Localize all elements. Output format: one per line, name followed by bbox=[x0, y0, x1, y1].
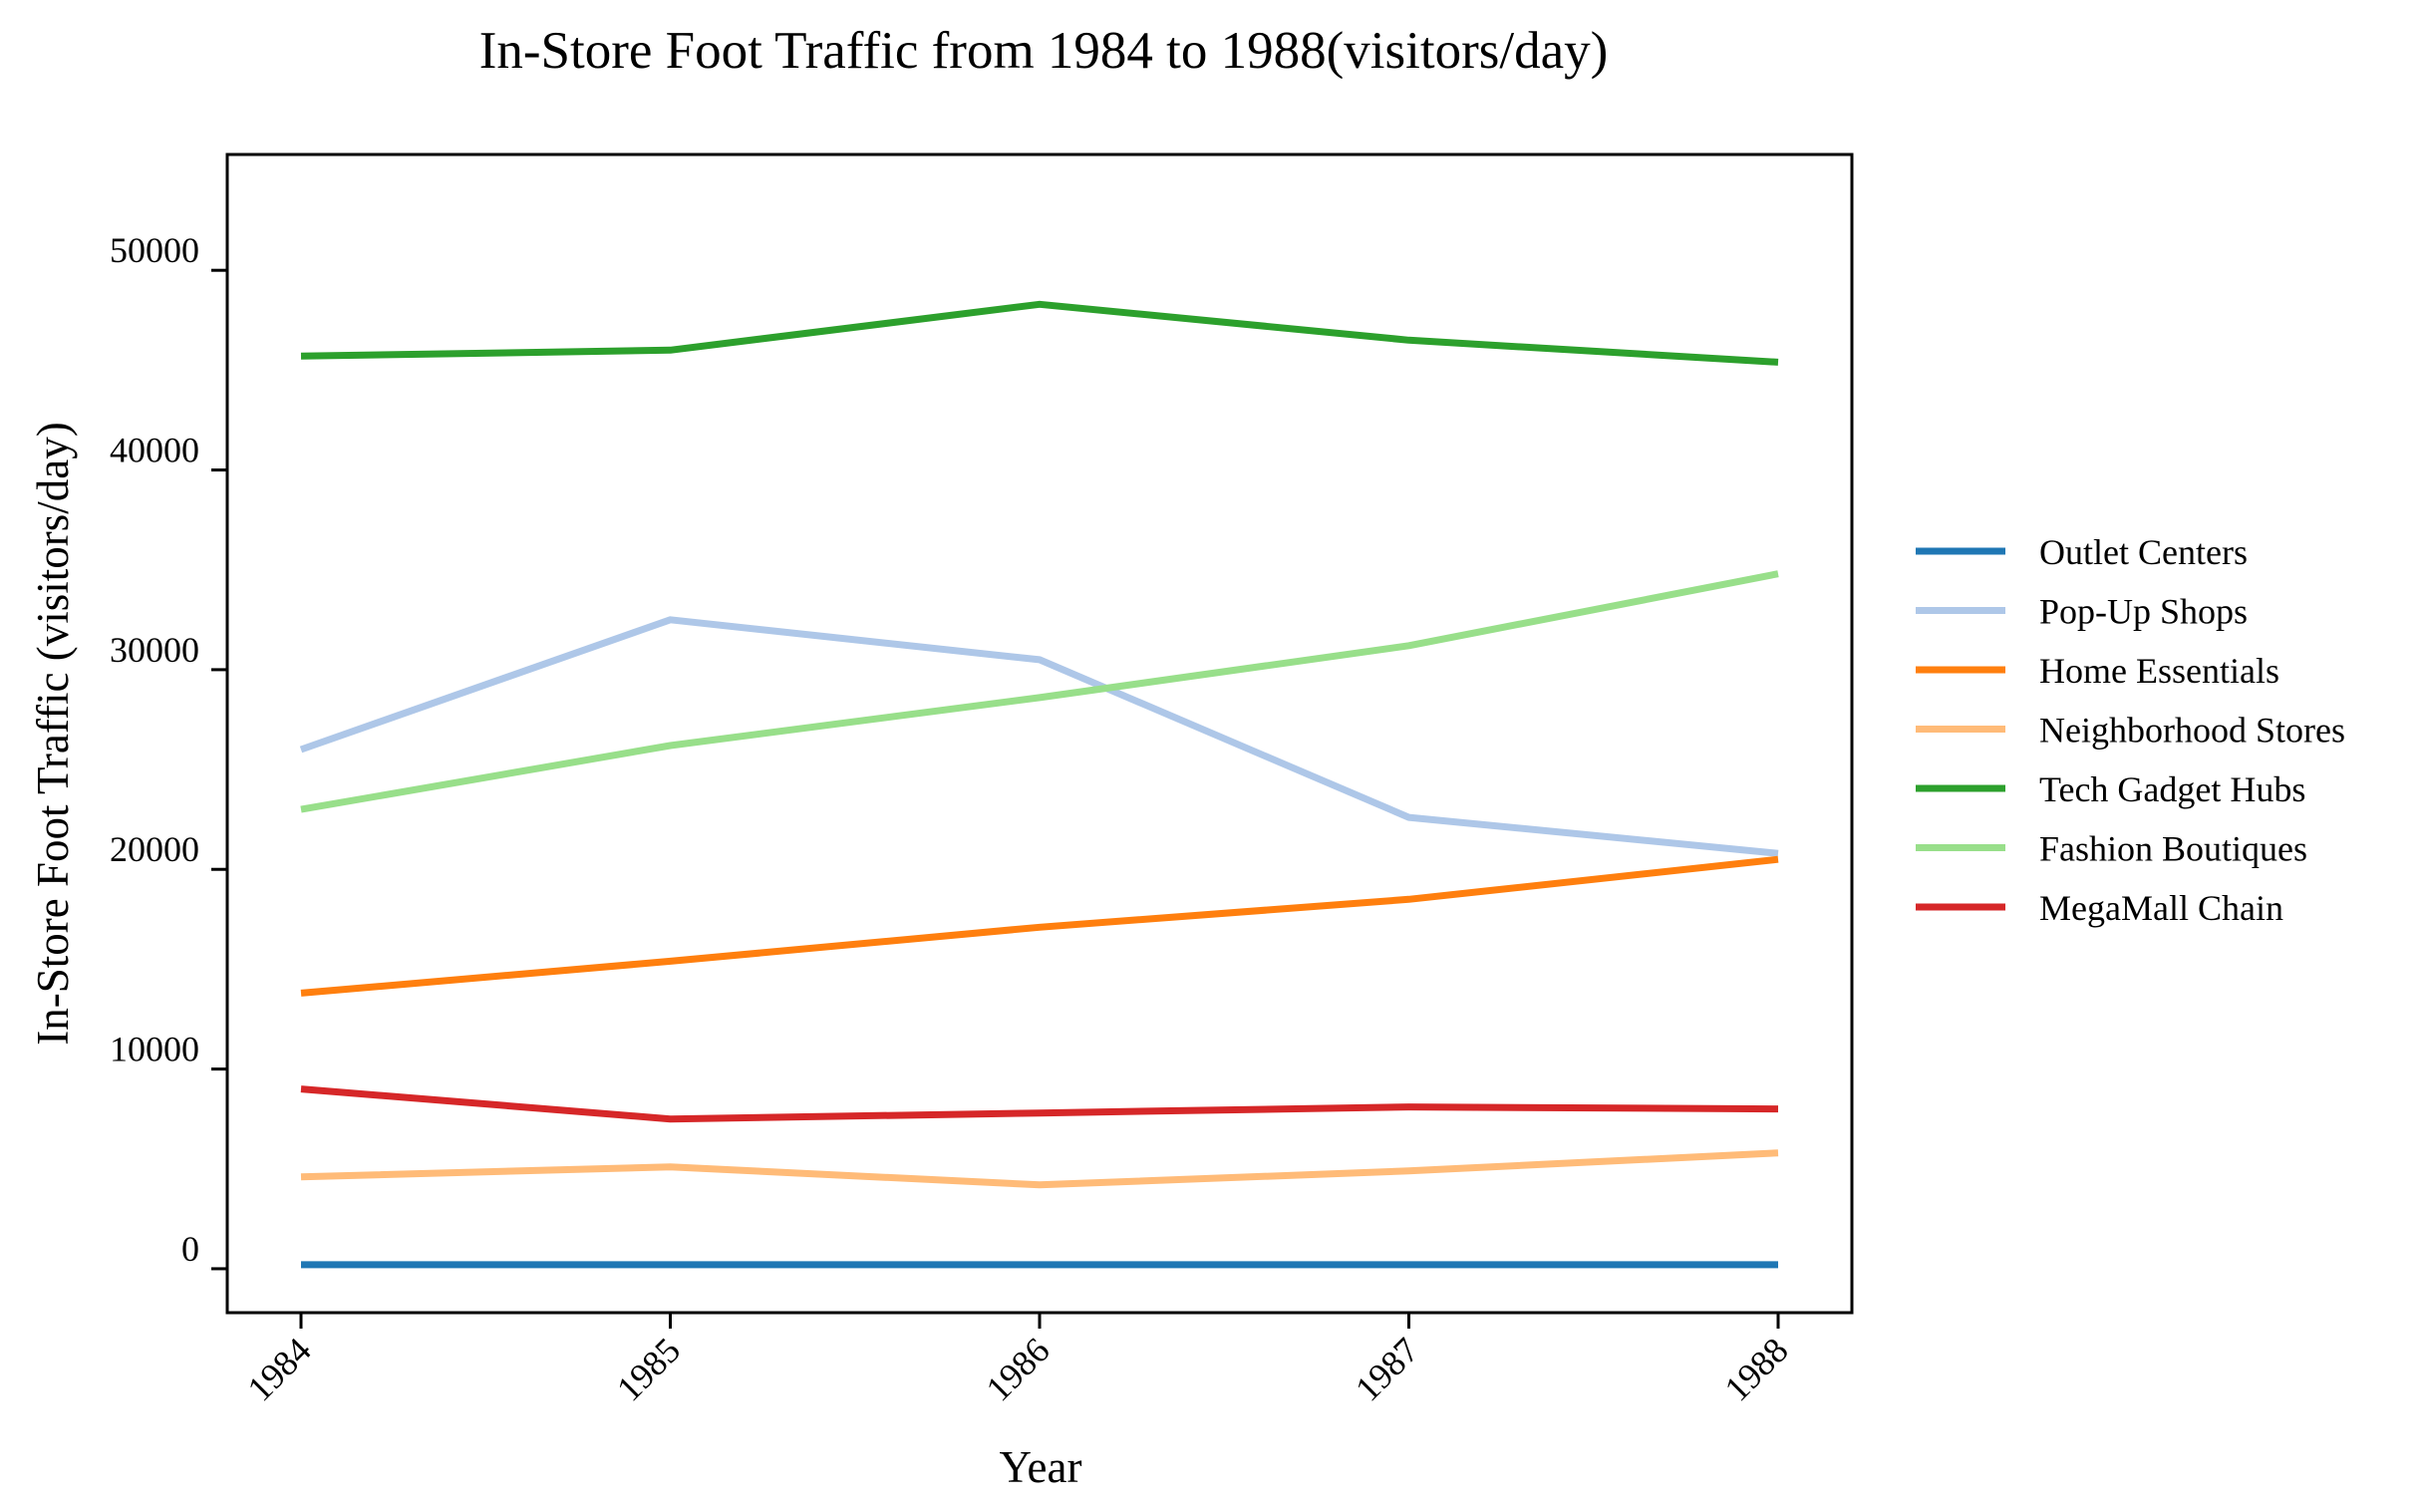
legend-label: Pop-Up Shops bbox=[2039, 592, 2248, 632]
x-axis-label: Year bbox=[1000, 1442, 1082, 1492]
y-tick-label: 0 bbox=[181, 1229, 199, 1269]
x-tick-label: 1984 bbox=[239, 1330, 318, 1408]
chart-title: In-Store Foot Traffic from 1984 to 1988(… bbox=[479, 22, 1609, 80]
x-axis: 1984 1985 1986 1987 1988 bbox=[239, 1313, 1796, 1409]
legend-label: Outlet Centers bbox=[2039, 532, 2248, 572]
y-tick-label: 10000 bbox=[110, 1030, 199, 1069]
legend-label: MegaMall Chain bbox=[2039, 888, 2283, 928]
legend-label: Home Essentials bbox=[2039, 651, 2279, 691]
y-axis-label: In-Store Foot Traffic (visitors/day) bbox=[28, 422, 78, 1045]
series-line-2 bbox=[300, 855, 1779, 997]
plot-frame bbox=[225, 152, 1854, 1315]
y-tick-label: 40000 bbox=[110, 431, 199, 470]
y-tick-label: 20000 bbox=[110, 829, 199, 869]
y-axis: 0 10000 20000 30000 40000 50000 bbox=[110, 230, 227, 1271]
legend-label: Fashion Boutiques bbox=[2039, 829, 2307, 869]
series-line-3 bbox=[300, 1149, 1779, 1189]
series-line-5 bbox=[300, 570, 1779, 813]
series-line-6 bbox=[300, 1085, 1779, 1123]
legend-label: Neighborhood Stores bbox=[2039, 711, 2345, 751]
legend-label: Tech Gadget Hubs bbox=[2039, 769, 2305, 809]
plot-area bbox=[225, 152, 1854, 1315]
x-tick-label: 1987 bbox=[1348, 1330, 1426, 1408]
series-line-1 bbox=[299, 616, 1779, 857]
x-tick-label: 1988 bbox=[1716, 1330, 1795, 1408]
y-tick-label: 30000 bbox=[110, 630, 199, 670]
series-line-4 bbox=[300, 300, 1779, 366]
legend: Outlet Centers Pop-Up Shops Home Essential… bbox=[1916, 532, 2345, 928]
x-tick-label: 1985 bbox=[609, 1330, 688, 1408]
series-layer bbox=[299, 300, 1779, 1269]
y-tick-label: 50000 bbox=[110, 230, 199, 270]
x-tick-label: 1986 bbox=[978, 1330, 1057, 1408]
